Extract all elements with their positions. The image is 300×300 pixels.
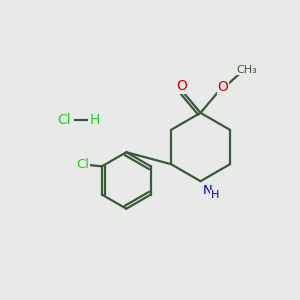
Text: O: O [217, 80, 228, 94]
Text: Cl: Cl [57, 113, 70, 127]
Text: N: N [203, 184, 213, 196]
Text: Cl: Cl [76, 158, 89, 171]
Text: CH₃: CH₃ [236, 65, 257, 75]
Text: H: H [90, 113, 100, 127]
Text: O: O [176, 79, 187, 93]
Text: H: H [211, 190, 219, 200]
